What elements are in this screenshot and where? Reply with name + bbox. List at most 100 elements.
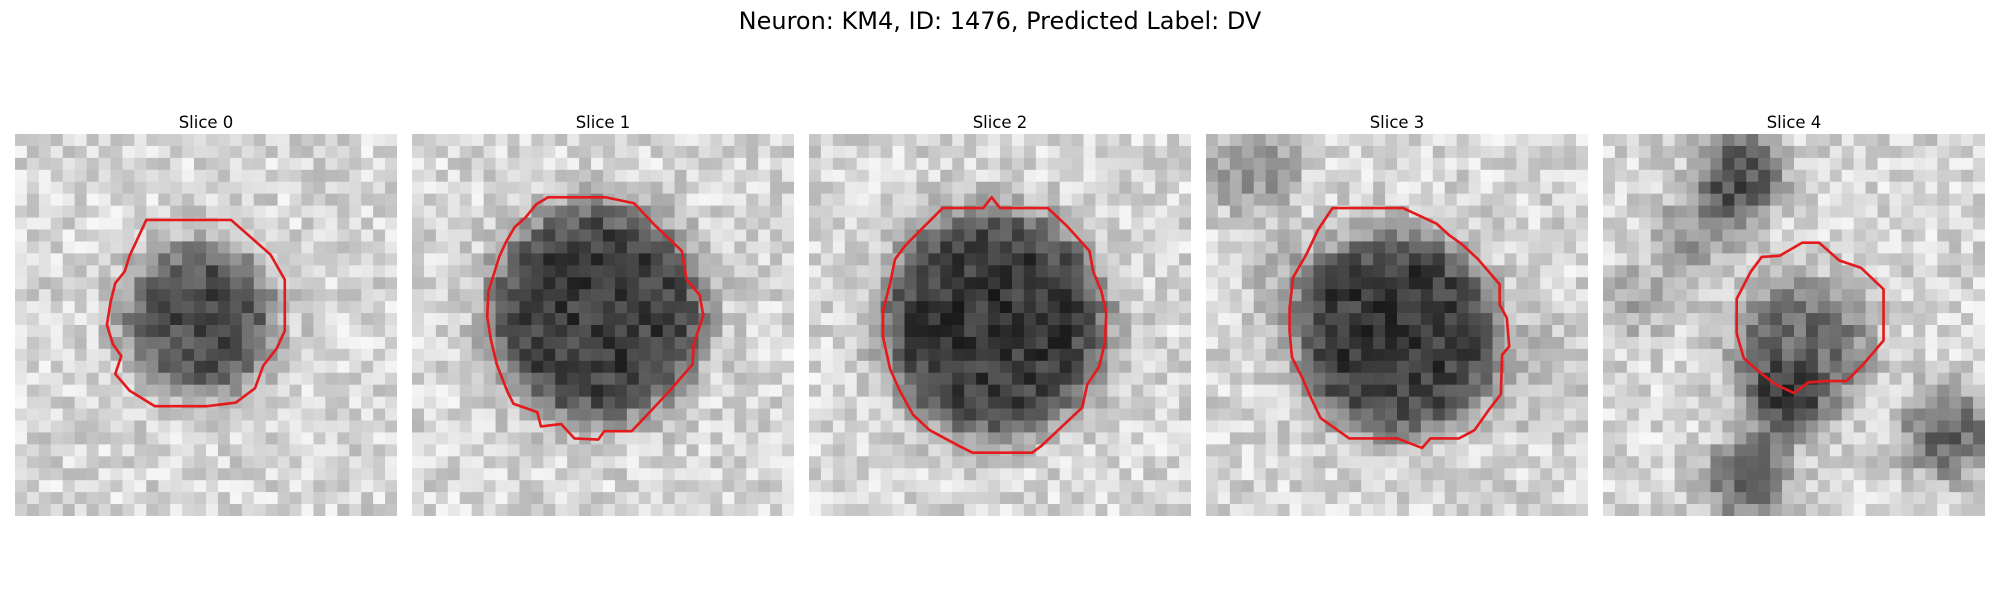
pixel (1313, 193, 1326, 206)
pixel (1143, 253, 1156, 266)
pixel (880, 492, 893, 505)
pixel (1794, 360, 1807, 374)
pixel (134, 181, 147, 195)
pixel (1638, 408, 1652, 421)
pixel (277, 420, 290, 433)
pixel (1444, 492, 1458, 505)
pixel (1674, 301, 1687, 314)
pixel (1504, 193, 1517, 206)
pixel (1722, 169, 1735, 183)
panel-title: Slice 1 (575, 113, 631, 132)
pixel (698, 420, 711, 433)
pixel (170, 181, 183, 195)
pixel (38, 181, 52, 195)
pixel (555, 384, 568, 397)
pixel (1638, 217, 1652, 230)
pixel (626, 253, 640, 266)
pixel (1229, 456, 1243, 469)
pixel (1071, 348, 1084, 362)
pixel (1107, 492, 1120, 505)
pixel (1865, 253, 1878, 266)
pixel (1408, 134, 1422, 147)
pixel (603, 408, 616, 421)
pixel (15, 169, 28, 183)
pixel (289, 301, 302, 314)
pixel (50, 289, 64, 302)
pixel (1650, 444, 1664, 457)
pixel (1155, 157, 1168, 171)
pixel (241, 468, 255, 481)
pixel (194, 205, 207, 218)
pixel (373, 229, 386, 242)
pixel (809, 253, 822, 266)
pixel (1841, 277, 1855, 290)
pixel (412, 217, 425, 230)
pixel (412, 241, 425, 254)
pixel (531, 372, 544, 386)
pixel (50, 277, 64, 290)
pixel (567, 313, 580, 326)
pixel (1325, 289, 1338, 302)
pixel (1710, 193, 1723, 206)
pixel (1071, 480, 1084, 493)
pixel (1337, 408, 1350, 421)
pixel (1734, 372, 1747, 386)
pixel (1095, 504, 1108, 516)
pixel (543, 360, 556, 374)
pixel (1662, 145, 1675, 159)
pixel (1674, 289, 1687, 302)
pixel (412, 444, 425, 457)
pixel (904, 205, 917, 218)
pixel (1397, 372, 1410, 386)
pixel (1528, 360, 1541, 374)
pixel (1217, 157, 1231, 171)
pixel (952, 241, 965, 254)
pixel (1289, 396, 1302, 409)
pixel (1456, 504, 1469, 516)
pixel (1011, 301, 1025, 314)
pixel (122, 217, 135, 230)
pixel (1734, 420, 1747, 433)
pixel (1492, 372, 1505, 386)
pixel (1504, 420, 1517, 433)
pixel (277, 456, 290, 469)
pixel (1325, 468, 1338, 481)
pixel (217, 336, 231, 350)
pixel (1662, 229, 1675, 242)
pixel (1468, 241, 1481, 254)
pixel (1540, 193, 1553, 206)
pixel (483, 420, 496, 433)
pixel (1107, 193, 1120, 206)
pixel (146, 480, 159, 493)
pixel (940, 134, 953, 147)
pixel (1564, 408, 1577, 421)
pixel (337, 456, 350, 469)
pixel (1552, 289, 1565, 302)
pixel (770, 134, 783, 147)
pixel (15, 253, 28, 266)
pixel (301, 205, 314, 218)
pixel (289, 193, 302, 206)
pixel (662, 265, 675, 278)
pixel (337, 325, 350, 338)
pixel (1385, 241, 1398, 254)
pixel (337, 217, 350, 230)
pixel (1528, 348, 1541, 362)
pixel (880, 432, 893, 445)
pixel (1480, 336, 1493, 350)
pixel (1083, 492, 1096, 505)
pixel (253, 265, 267, 278)
pixel (820, 181, 834, 195)
pixel (483, 480, 496, 493)
pixel (1710, 336, 1723, 350)
pixel (459, 492, 473, 505)
pixel (1155, 289, 1168, 302)
pixel (698, 229, 711, 242)
pixel (385, 336, 397, 350)
pixel (638, 229, 652, 242)
pixel (1528, 241, 1541, 254)
pixel (38, 336, 52, 350)
pixel (277, 432, 290, 445)
pixel (1758, 205, 1771, 218)
pixel (722, 145, 735, 159)
